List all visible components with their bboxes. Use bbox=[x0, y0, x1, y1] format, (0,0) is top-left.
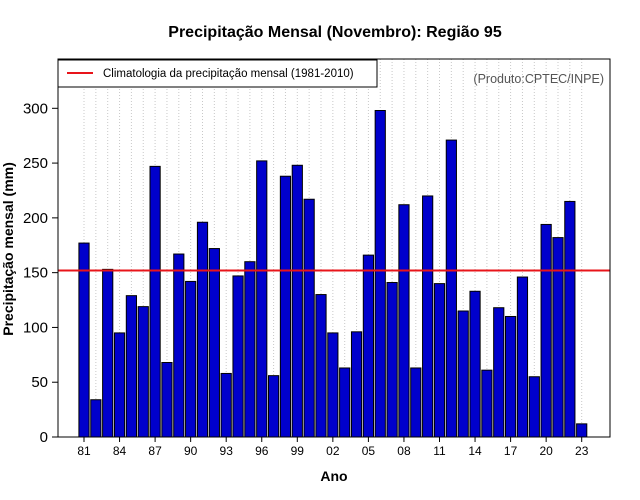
bar-2022 bbox=[564, 200, 576, 438]
bar-1999 bbox=[291, 164, 303, 438]
bar-2005 bbox=[362, 254, 374, 438]
bar-1986 bbox=[137, 306, 149, 438]
legend: Climatologia da precipitação mensal (198… bbox=[57, 59, 378, 88]
bar-2007 bbox=[386, 282, 398, 438]
bar-2014 bbox=[469, 290, 481, 438]
y-tick-label: 300 bbox=[23, 100, 48, 117]
bar-1994 bbox=[232, 275, 244, 438]
bar-2017 bbox=[505, 315, 517, 438]
bar-1988 bbox=[161, 361, 173, 438]
y-axis: 0 50 100 150 200 250 300 bbox=[23, 100, 58, 446]
x-axis-label: Ano bbox=[320, 468, 347, 484]
bar-2010 bbox=[422, 195, 434, 438]
x-tick-label: 17 bbox=[504, 444, 518, 458]
bar-2000 bbox=[303, 198, 315, 438]
bar-1997 bbox=[268, 375, 280, 438]
bar-1995 bbox=[244, 261, 256, 438]
bar-2019 bbox=[528, 376, 540, 438]
bar-2009 bbox=[410, 367, 422, 438]
bar-2004 bbox=[350, 331, 363, 438]
y-tick-label: 250 bbox=[23, 155, 48, 172]
x-tick-label: 11 bbox=[433, 444, 446, 458]
bar-1981 bbox=[78, 242, 90, 438]
credit-text: (Produto:CPTEC/INPE) bbox=[473, 72, 604, 86]
x-tick-label: 14 bbox=[468, 444, 482, 458]
x-axis: 81 84 87 90 93 96 99 02 05 08 11 14 17 20 23 bbox=[77, 437, 589, 458]
y-axis-label: Precipitação mensal (mm) bbox=[0, 162, 16, 336]
bar-2011 bbox=[433, 283, 446, 438]
bar-1992 bbox=[208, 248, 220, 438]
bar-2001 bbox=[315, 294, 327, 438]
bar-2021 bbox=[552, 237, 564, 438]
bar-2020 bbox=[540, 223, 552, 438]
bar-1990 bbox=[185, 280, 197, 438]
x-tick-label: 90 bbox=[184, 444, 198, 458]
bar-2023 bbox=[576, 423, 588, 438]
chart-title: Precipitação Mensal (Novembro): Região 9… bbox=[168, 24, 502, 41]
bar-1993 bbox=[220, 372, 232, 438]
x-tick-label: 93 bbox=[220, 444, 234, 458]
bar-1987 bbox=[149, 165, 161, 438]
bar-1982 bbox=[90, 399, 102, 438]
plot-frame bbox=[57, 58, 611, 438]
bar-1996 bbox=[256, 160, 268, 438]
bar-1991 bbox=[196, 221, 209, 438]
x-tick-label: 87 bbox=[148, 444, 162, 458]
bar-2006 bbox=[374, 109, 386, 438]
y-tick-label: 100 bbox=[23, 319, 48, 336]
legend-box bbox=[57, 59, 378, 88]
x-tick-label: 05 bbox=[362, 444, 376, 458]
bar-2012 bbox=[445, 139, 457, 438]
legend-label: Climatologia da precipitação mensal (198… bbox=[103, 68, 354, 80]
bar-2008 bbox=[398, 204, 410, 438]
x-tick-label: 96 bbox=[255, 444, 269, 458]
y-tick-label: 50 bbox=[31, 374, 48, 391]
bar-2016 bbox=[493, 307, 505, 438]
bar-1989 bbox=[173, 253, 185, 438]
bars bbox=[78, 109, 588, 438]
x-tick-label: 02 bbox=[326, 444, 340, 458]
bar-2015 bbox=[481, 369, 493, 438]
y-tick-label: 200 bbox=[23, 210, 48, 227]
x-tick-label: 99 bbox=[291, 444, 305, 458]
x-tick-label: 23 bbox=[575, 444, 589, 458]
bar-2013 bbox=[457, 310, 469, 438]
x-tick-label: 84 bbox=[113, 444, 127, 458]
bar-2002 bbox=[327, 332, 339, 438]
bar-1984 bbox=[113, 332, 126, 438]
x-tick-label: 81 bbox=[77, 444, 91, 458]
bar-1985 bbox=[125, 295, 138, 438]
bar-2003 bbox=[339, 367, 351, 438]
y-tick-label: 0 bbox=[40, 429, 48, 446]
bar-1998 bbox=[279, 175, 292, 438]
x-tick-label: 20 bbox=[539, 444, 553, 458]
bar-2018 bbox=[516, 276, 529, 438]
bar-1983 bbox=[102, 268, 114, 438]
y-tick-label: 150 bbox=[23, 265, 48, 282]
x-tick-label: 08 bbox=[397, 444, 411, 458]
